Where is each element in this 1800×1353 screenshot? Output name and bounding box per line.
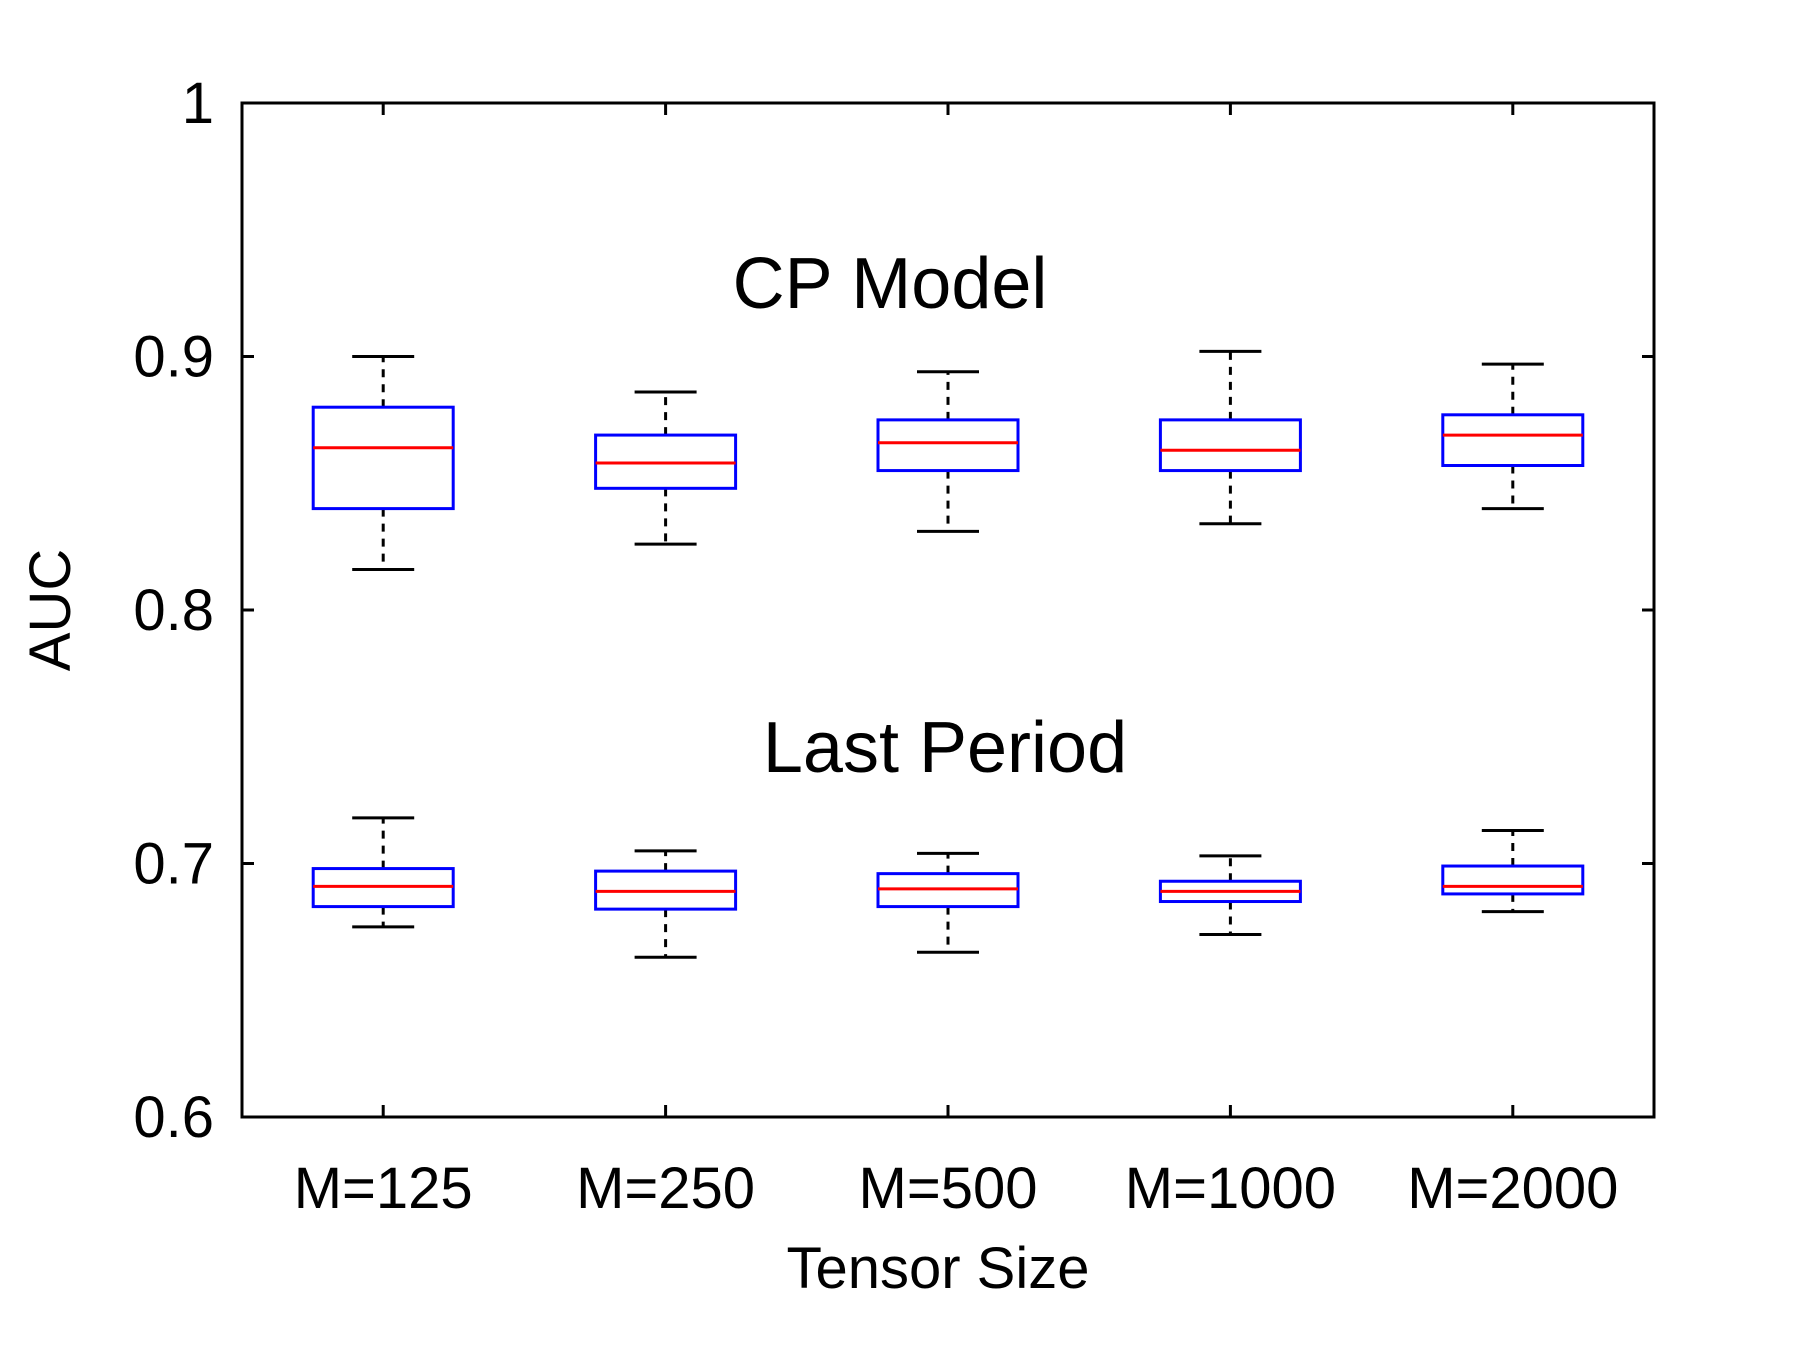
iqr-box [1158,418,1302,473]
series-cp-model [311,349,1585,571]
iqr-box [876,418,1020,473]
y-tick-label: 0.9 [133,325,214,390]
x-tick-label: M=500 [859,1156,1038,1221]
annotation-last-period: Last Period [763,708,1127,788]
y-tick-label: 0.6 [133,1085,214,1150]
iqr-box [311,405,455,511]
x-tick-label: M=125 [294,1156,473,1221]
box-marks [311,349,1585,959]
iqr-box [1441,864,1585,896]
x-tick-label: M=250 [576,1156,755,1221]
y-tick-label: 0.8 [133,578,214,643]
x-axis-ticks: M=125 M=250 M=500 M=1000 M=2000 [294,103,1618,1221]
y-tick-label: 0.7 [133,832,214,897]
y-axis-label: AUC [18,549,83,671]
x-tick-label: M=1000 [1125,1156,1336,1221]
series-last-period [311,816,1585,959]
x-axis-label: Tensor Size [786,1236,1089,1301]
iqr-box [1441,413,1585,468]
y-tick-label: 1 [182,71,214,136]
x-tick-label: M=2000 [1407,1156,1618,1221]
annotation-cp-model: CP Model [733,244,1048,324]
y-axis-ticks: 0.6 0.7 0.8 0.9 1 [133,71,1654,1150]
